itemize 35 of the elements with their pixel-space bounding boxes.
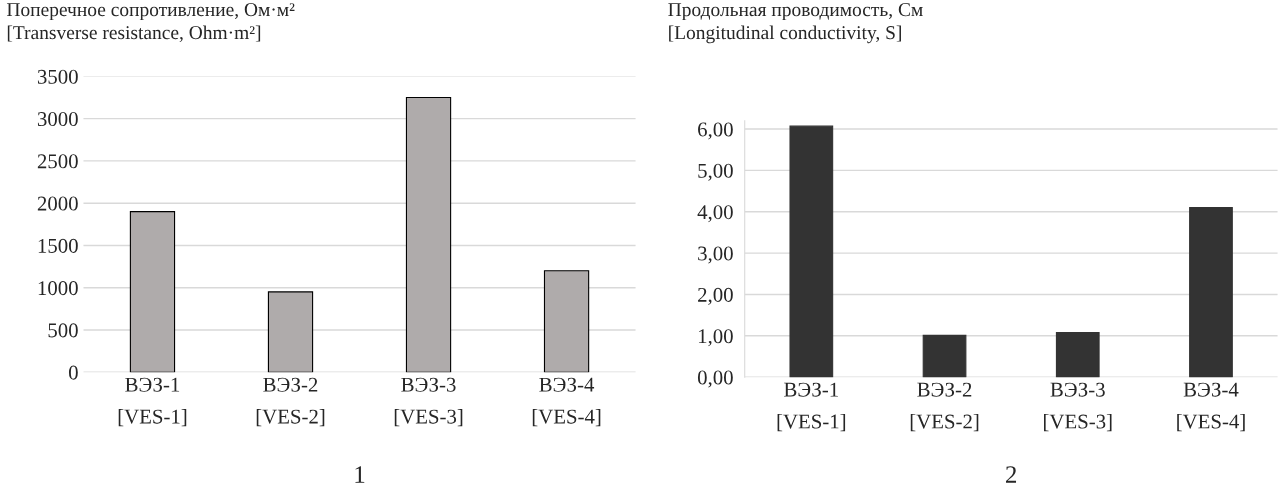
x-tick-label: ВЭЗ-2 [VES-2] xyxy=(910,382,979,432)
y-tick-label: 2500 xyxy=(37,154,78,169)
bar xyxy=(1189,207,1233,378)
y-tick-label: 1,00 xyxy=(698,329,733,347)
y-tick-label: 1000 xyxy=(38,281,78,296)
x-tick-label: ВЭЗ-1 [VES-1] xyxy=(118,377,187,427)
y-tick-label: 5,00 xyxy=(698,163,733,181)
bar xyxy=(1055,331,1100,378)
x-tick-label: ВЭЗ-1 [VES-1] xyxy=(777,382,846,432)
bar xyxy=(543,270,590,373)
x-tick-label: ВЭЗ-3 [VES-3] xyxy=(394,377,463,427)
text: 1 xyxy=(355,466,365,483)
bar xyxy=(922,334,967,378)
y-tick-label: 0 xyxy=(68,365,78,380)
y-tick-label: 3,00 xyxy=(698,246,733,264)
y-tick-label: 4,00 xyxy=(697,205,733,223)
y-tick-label: 3500 xyxy=(37,69,78,84)
y-tick-label: 0,00 xyxy=(697,370,733,388)
x-tick-label: ВЭЗ-4 [VES-4] xyxy=(532,377,601,427)
bar xyxy=(789,125,834,378)
y-tick-label: 2,00 xyxy=(698,287,733,305)
chart-title: Поперечное сопротивление, Ом·м² [Transverse resistance, Ohm·m²] xyxy=(6,3,295,42)
bar xyxy=(129,211,176,373)
chart-title: Продольная проводимость, См [Longitudinal conductivity, S] xyxy=(668,3,923,44)
y-tick-label: 6,00 xyxy=(698,122,733,140)
y-tick-label: 1500 xyxy=(38,238,78,253)
x-tick-label: ВЭЗ-4 [VES-4] xyxy=(1177,382,1245,432)
text: 2 xyxy=(1006,466,1017,483)
x-tick-label: ВЭЗ-2 [VES-2] xyxy=(256,377,325,427)
y-tick-label: 500 xyxy=(48,323,78,338)
y-tick-label: 3000 xyxy=(37,112,78,127)
bar xyxy=(405,96,452,373)
x-tick-label: ВЭЗ-3 [VES-3] xyxy=(1044,382,1112,432)
bar xyxy=(267,291,314,373)
y-tick-label: 2000 xyxy=(37,196,78,211)
